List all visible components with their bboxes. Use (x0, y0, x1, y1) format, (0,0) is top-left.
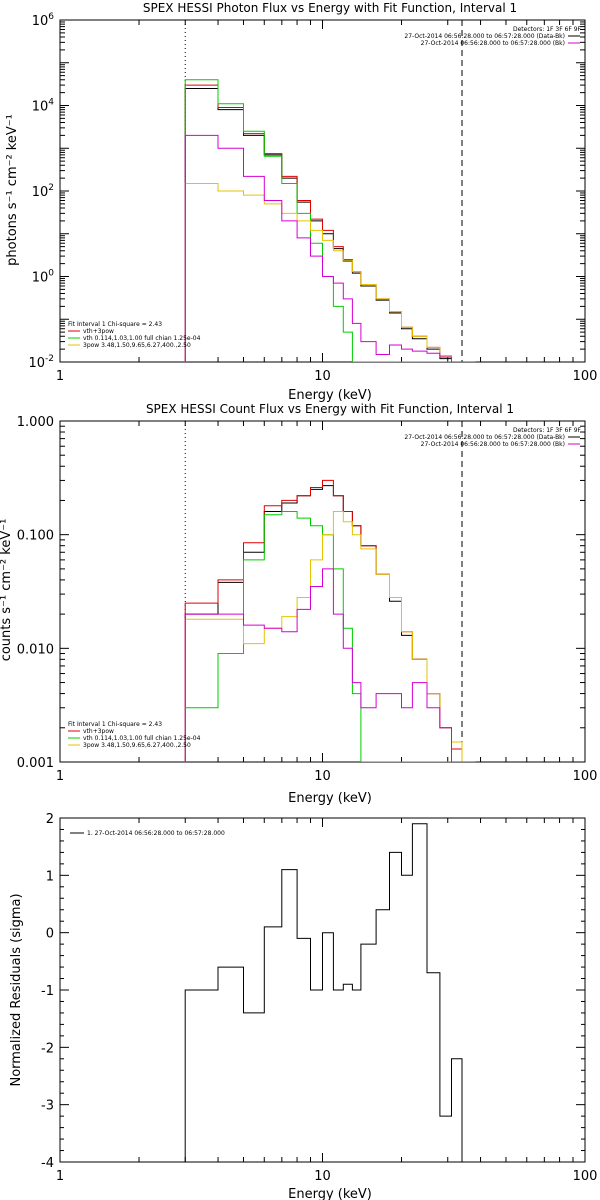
residuals-y-tick-label: -3 (41, 1099, 54, 1114)
count-flux-series-group (184, 479, 476, 762)
residuals-xlabel: Energy (keV) (288, 1187, 372, 1200)
photon-flux-ylabel: photons s⁻¹ cm⁻² keV⁻¹ (5, 114, 20, 266)
count-flux-y-tick-label: 1.000 (17, 415, 54, 430)
photon-flux-x-tick-label: 10 (314, 369, 331, 384)
count-flux-ylabel: counts s⁻¹ cm⁻² keV⁻¹ (0, 519, 14, 662)
count-flux-y-tick-label: 0.001 (17, 756, 54, 771)
photon-flux-y-tick-exponent: 0 (48, 269, 54, 279)
residuals-y-tick-label: -4 (41, 1156, 54, 1171)
residuals-x-tick-label: 1 (56, 1169, 64, 1184)
photon-flux-xlabel: Energy (keV) (288, 388, 372, 403)
photon-flux-legend-entry: 27-Oct-2014 06:56:28.000 to 06:57:28.000… (404, 33, 565, 40)
count-flux-y-tick-label: 0.100 (17, 529, 54, 544)
photon-flux-legend-entry: Fit Interval 1 Chi-square = 2.43 (68, 321, 162, 328)
residuals-y-tick-label: 2 (46, 812, 54, 827)
photon-flux-x-tick-label: 1 (56, 369, 64, 384)
photon-flux-x-tick-label: 100 (573, 369, 598, 384)
count-flux-panel: SPEX HESSI Count Flux vs Energy with Fit… (0, 402, 597, 806)
photon-flux-y-tick-exponent: -2 (45, 354, 54, 364)
count-flux-x-tick-label: 10 (314, 769, 331, 784)
count-flux-legend-detectors: Detectors: 1F 3F 6F 9F (513, 427, 582, 434)
residuals-series-line (184, 823, 463, 1162)
residuals-plot: 1 10 100 -4 -3 -2 -1 0 1 2 1. 27-Oct-2014 06:56:28… (41, 812, 597, 1184)
residuals-legend-entry: 1. 27-Oct-2014 06:56:28.000 to 06:57:28.… (87, 830, 225, 837)
count-flux-legend-entry: 27-Oct-2014 06:56:28.000 to 06:57:28.000… (421, 441, 565, 448)
residuals-y-tick-label: 0 (46, 927, 54, 942)
residuals-panel: Energy (keV) Normalized Residuals (sigma… (9, 812, 597, 1200)
residuals-series-group (184, 823, 463, 1162)
count-flux-x-tick-label: 100 (573, 769, 598, 784)
count-flux-legend-entry: 27-Oct-2014 06:56:28.000 to 06:57:28.000… (404, 434, 565, 441)
photon-flux-legend-entry: vth 0.114,1.03,1.00 full chian 1.25e-04 (83, 335, 201, 342)
photon-flux-series-group (184, 79, 476, 362)
residuals-x-tick-label: 100 (573, 1169, 598, 1184)
residuals-y-tick-label: -1 (41, 984, 54, 999)
count-flux-legend-entry: vth+3pow (83, 728, 114, 735)
count-flux-series-line (184, 568, 476, 762)
photon-flux-series-line (184, 134, 476, 362)
residuals-x-tick-label: 10 (314, 1169, 331, 1184)
photon-flux-y-tick-exponent: 2 (48, 183, 54, 193)
residuals-ylabel: Normalized Residuals (sigma) (9, 893, 24, 1086)
count-flux-legend-entry: Fit Interval 1 Chi-square = 2.43 (68, 721, 162, 728)
photon-flux-series-line (184, 183, 476, 362)
count-flux-title: SPEX HESSI Count Flux vs Energy with Fit… (146, 402, 514, 416)
photon-flux-series-line (184, 88, 476, 362)
photon-flux-y-tick-exponent: 4 (48, 98, 54, 108)
photon-flux-title: SPEX HESSI Photon Flux vs Energy with Fi… (143, 1, 517, 15)
photon-flux-legend-entry: 3pow 3.48,1.50,9.65,6.27,400.,2.50 (83, 342, 191, 349)
photon-flux-legend-entry: 27-Oct-2014 06:56:28.000 to 06:57:28.000… (421, 40, 565, 47)
count-flux-plot: 1 10 100 0.001 0.010 0.100 1.000 Detectors: 1F … (17, 415, 598, 784)
count-flux-x-tick-label: 1 (56, 769, 64, 784)
photon-flux-y-tick-exponent: 6 (48, 12, 54, 22)
count-flux-legend-entry: vth 0.114,1.03,1.00 full chian 1.25e-04 (83, 735, 201, 742)
residuals-y-tick-label: 1 (46, 869, 54, 884)
residuals-y-tick-label: -2 (41, 1041, 54, 1056)
photon-flux-legend-entry: vth+3pow (83, 328, 114, 335)
count-flux-y-tick-label: 0.010 (17, 642, 54, 657)
count-flux-series-line (184, 511, 476, 762)
count-flux-legend-entry: 3pow 3.48,1.50,9.65,6.27,400.,2.50 (83, 742, 191, 749)
photon-flux-legend-detectors: Detectors: 1F 3F 6F 9F (513, 26, 582, 33)
count-flux-xlabel: Energy (keV) (288, 791, 372, 806)
